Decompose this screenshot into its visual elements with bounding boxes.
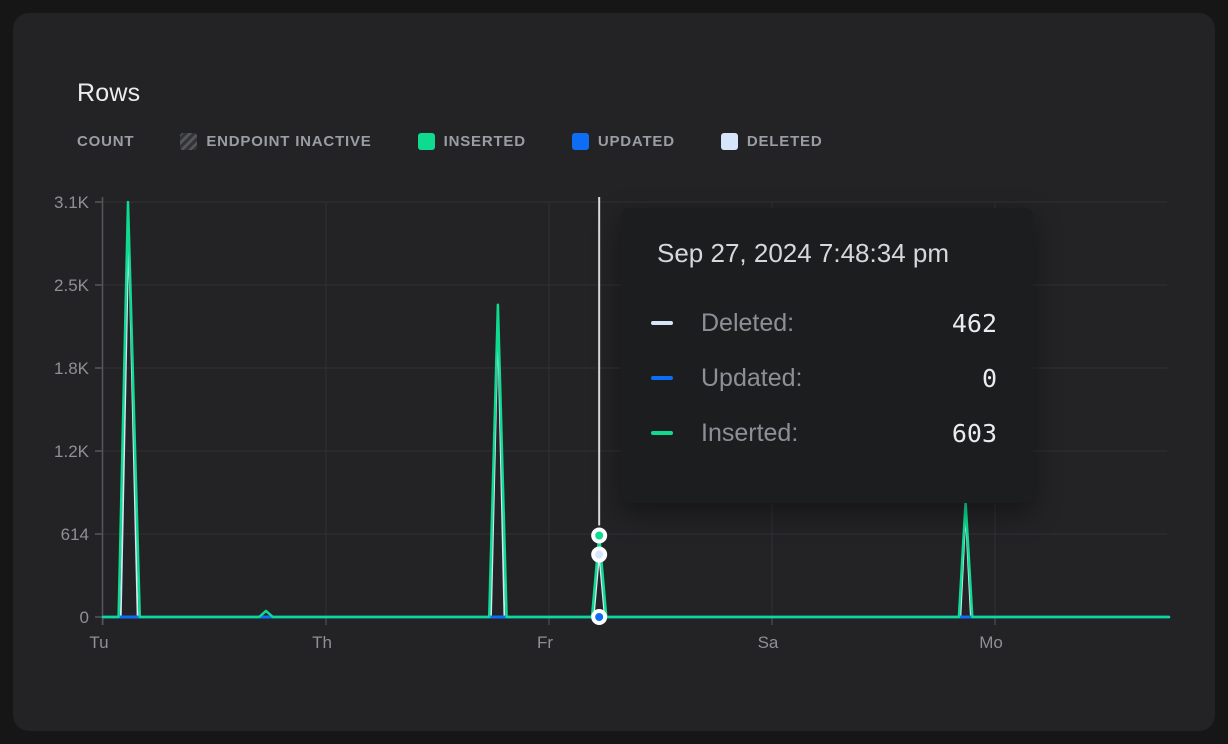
chart-tooltip: Sep 27, 2024 7:48:34 pm Deleted: 462 Upd… — [621, 208, 1033, 503]
legend-label-updated: UPDATED — [597, 132, 675, 150]
deleted-dash-icon — [651, 321, 673, 325]
tooltip-value-deleted: 462 — [951, 308, 997, 338]
x-tick-label: Mo — [979, 633, 1003, 652]
y-tick-label: 0 — [80, 608, 89, 627]
y-tick-label: 1.8K — [54, 359, 90, 378]
page-title: Rows — [77, 79, 141, 107]
tooltip-row-inserted: Inserted: 603 — [651, 416, 997, 450]
legend-item-inserted[interactable]: INSERTED — [417, 132, 526, 150]
crosshair-dot-inserted — [591, 527, 608, 544]
legend-item-deleted[interactable]: DELETED — [720, 132, 823, 150]
x-tick-label: Fr — [537, 633, 553, 652]
legend-label-deleted: DELETED — [746, 132, 823, 150]
tooltip-value-updated: 0 — [981, 363, 997, 393]
x-tick-label: Tu — [89, 633, 108, 652]
lightblue-square-icon — [720, 132, 738, 150]
legend-label-count: COUNT — [77, 132, 135, 150]
tooltip-label-deleted: Deleted: — [701, 308, 795, 337]
tooltip-row-updated: Updated: 0 — [651, 361, 997, 395]
crosshair-dot-deleted — [591, 546, 608, 563]
y-tick-label: 3.1K — [54, 193, 90, 212]
green-square-icon — [417, 132, 435, 150]
tooltip-rows: Deleted: 462 Updated: 0 Inserted: 603 — [651, 306, 997, 450]
legend-item-endpoint-inactive[interactable]: ENDPOINT INACTIVE — [180, 132, 372, 150]
tooltip-row-deleted: Deleted: 462 — [651, 306, 997, 340]
chart-legend: COUNT ENDPOINT INACTIVE INSERTED UPDATED… — [77, 131, 822, 151]
legend-label-inserted: INSERTED — [443, 132, 526, 150]
x-tick-label: Sa — [758, 633, 779, 652]
hatched-square-icon — [180, 132, 198, 150]
blue-square-icon — [571, 132, 589, 150]
inserted-dash-icon — [651, 431, 673, 435]
series-line-inserted — [101, 200, 1171, 619]
crosshair-dot-updated — [591, 609, 608, 625]
tooltip-label-updated: Updated: — [701, 363, 803, 392]
x-tick-label: Th — [312, 633, 332, 652]
legend-item-updated[interactable]: UPDATED — [571, 132, 675, 150]
tooltip-value-inserted: 603 — [951, 418, 997, 448]
y-tick-label: 614 — [61, 525, 89, 544]
tooltip-label-inserted: Inserted: — [701, 418, 799, 447]
y-tick-label: 2.5K — [54, 276, 90, 295]
updated-dash-icon — [651, 376, 673, 380]
y-tick-label: 1.2K — [54, 442, 90, 461]
legend-item-count[interactable]: COUNT — [77, 133, 134, 150]
legend-label-endpoint-inactive: ENDPOINT INACTIVE — [206, 132, 372, 150]
tooltip-timestamp: Sep 27, 2024 7:48:34 pm — [657, 238, 950, 268]
